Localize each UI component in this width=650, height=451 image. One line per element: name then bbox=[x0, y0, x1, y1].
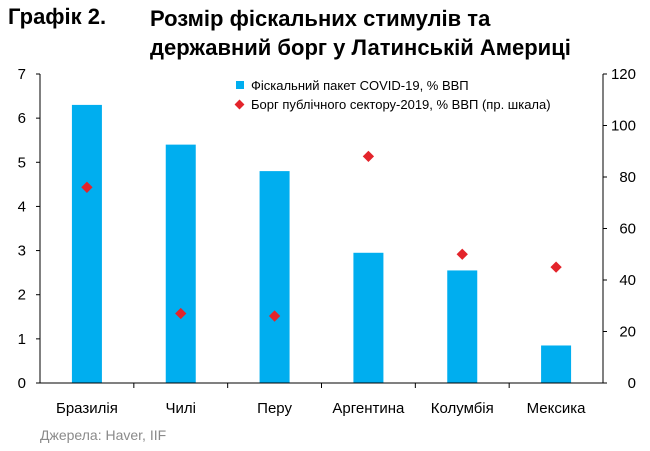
bar bbox=[259, 171, 290, 383]
right-tick-label: 120 bbox=[611, 66, 636, 83]
bar bbox=[353, 252, 384, 383]
figure-label: Графік 2. bbox=[8, 4, 107, 29]
debt-marker bbox=[456, 248, 468, 260]
right-tick-label: 60 bbox=[619, 221, 636, 238]
chart-title-line-2: державний борг у Латинській Америці bbox=[150, 35, 571, 60]
x-tick-label: Перу bbox=[257, 400, 292, 417]
x-tick-label: Аргентина bbox=[332, 400, 405, 417]
bar bbox=[165, 144, 196, 383]
legend-swatch-bar bbox=[236, 81, 244, 89]
bar bbox=[541, 345, 572, 383]
left-tick-label: 7 bbox=[18, 66, 26, 83]
left-tick-label: 6 bbox=[18, 110, 26, 127]
x-axis: Бразилія Чилі Перу Аргентина Колумбія Мексика bbox=[40, 382, 603, 417]
debt-marker bbox=[362, 150, 375, 163]
x-tick-label: Бразилія bbox=[56, 400, 118, 417]
left-tick-label: 2 bbox=[18, 287, 26, 304]
left-tick-label: 0 bbox=[18, 375, 26, 392]
left-tick-label: 4 bbox=[18, 198, 26, 215]
chart-title-line-1: Розмір фіскальних стимулів та bbox=[150, 6, 491, 31]
debt-marker bbox=[175, 307, 187, 320]
x-tick-label: Чилі bbox=[166, 400, 196, 417]
legend: Фіскальний пакет COVID-19, % ВВП Борг пу… bbox=[234, 78, 551, 112]
left-tick-label: 1 bbox=[18, 331, 26, 348]
marker-series bbox=[81, 150, 562, 322]
debt-marker bbox=[268, 310, 281, 322]
right-tick-label: 40 bbox=[619, 272, 636, 289]
left-tick-label: 5 bbox=[18, 154, 26, 171]
right-axis: 0 20 40 60 80 100 120 bbox=[602, 66, 636, 392]
left-axis: 0 1 2 3 4 5 6 7 bbox=[18, 66, 41, 392]
right-tick-label: 0 bbox=[628, 375, 636, 392]
legend-label-bar: Фіскальний пакет COVID-19, % ВВП bbox=[251, 78, 469, 93]
right-tick-label: 100 bbox=[611, 118, 636, 135]
bar bbox=[447, 270, 478, 383]
legend-swatch-marker bbox=[234, 99, 245, 110]
x-tick-label: Колумбія bbox=[431, 400, 494, 417]
right-tick-label: 20 bbox=[619, 324, 636, 341]
x-tick-label: Мексика bbox=[527, 400, 587, 417]
left-tick-label: 3 bbox=[18, 243, 26, 260]
chart-title: Розмір фіскальних стимулів та державний … bbox=[150, 4, 645, 62]
bar bbox=[71, 104, 102, 384]
bar-series bbox=[71, 104, 572, 384]
debt-marker bbox=[550, 261, 562, 273]
right-tick-label: 80 bbox=[619, 169, 636, 186]
legend-label-marker: Борг публічного сектору-2019, % ВВП (пр.… bbox=[251, 97, 551, 112]
source-note: Джерела: Haver, IIF bbox=[40, 427, 167, 443]
